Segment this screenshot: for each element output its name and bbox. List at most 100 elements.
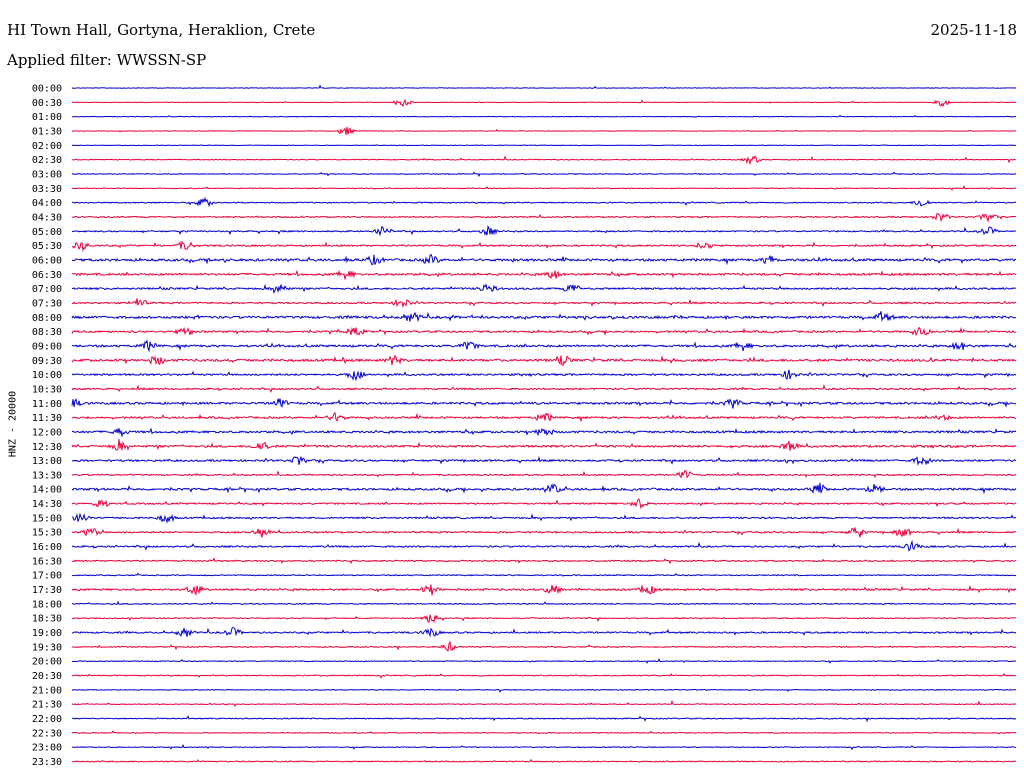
row-label: 17:30 (32, 585, 62, 596)
row-label: 08:30 (32, 327, 62, 338)
trace-line (71, 144, 1017, 147)
trace-line (71, 455, 1017, 467)
date-label: 2025-11-18 (930, 21, 1017, 39)
row-label: 03:00 (32, 169, 62, 180)
row-label: 09:00 (32, 341, 62, 352)
trace-line (71, 715, 1017, 723)
trace-line (71, 699, 1017, 708)
trace-line (71, 657, 1017, 664)
row-label: 17:00 (32, 571, 62, 582)
trace-line (71, 171, 1017, 178)
trace-line (71, 600, 1017, 606)
trace-line (71, 557, 1017, 565)
row-label: 00:00 (32, 84, 62, 95)
row-label: 22:30 (32, 728, 62, 739)
row-label: 07:00 (32, 284, 62, 295)
trace-line (71, 469, 1017, 479)
row-label: 02:00 (32, 141, 62, 152)
row-label: 12:30 (32, 442, 62, 453)
row-label: 02:30 (32, 155, 62, 166)
row-label: 14:00 (32, 485, 62, 496)
trace-line (71, 688, 1017, 693)
trace-line (71, 427, 1017, 438)
trace-line (71, 527, 1017, 538)
row-label: 15:00 (32, 513, 62, 524)
row-label: 03:30 (32, 184, 62, 195)
trace-line (71, 283, 1017, 294)
row-label: 08:00 (32, 313, 62, 324)
trace-line (71, 384, 1017, 393)
trace-line (71, 253, 1017, 266)
trace-line (71, 512, 1017, 524)
row-label: 01:30 (32, 126, 62, 137)
row-label: 18:00 (32, 599, 62, 610)
row-label: 05:30 (32, 241, 62, 252)
trace-line (71, 758, 1017, 763)
row-label: 18:30 (32, 614, 62, 625)
row-label: 10:30 (32, 384, 62, 395)
row-label: 16:00 (32, 542, 62, 553)
trace-line (71, 298, 1017, 309)
row-label: 05:00 (32, 227, 62, 238)
row-label: 06:30 (32, 270, 62, 281)
row-label: 23:00 (32, 743, 62, 754)
trace-line (71, 155, 1017, 166)
row-label: 13:30 (32, 470, 62, 481)
row-label: 14:30 (32, 499, 62, 510)
row-label: 10:00 (32, 370, 62, 381)
trace-line (71, 398, 1017, 409)
trace-line (71, 126, 1017, 135)
trace-line (71, 240, 1017, 252)
trace-line (71, 369, 1017, 382)
trace-line (71, 326, 1017, 337)
row-label: 09:30 (32, 356, 62, 367)
filter-label: Applied filter: WWSSN-SP (7, 51, 207, 69)
row-label: 06:00 (32, 255, 62, 266)
row-label: 01:00 (32, 112, 62, 123)
trace-line (71, 224, 1017, 237)
trace-line (71, 482, 1017, 495)
trace-line (71, 539, 1017, 552)
row-label: 20:30 (32, 671, 62, 682)
trace-line (71, 196, 1017, 208)
row-label: 15:30 (32, 528, 62, 539)
trace-line (71, 640, 1017, 652)
trace-line (71, 269, 1017, 280)
row-label: 04:00 (32, 198, 62, 209)
trace-line (71, 584, 1017, 596)
row-label: 04:30 (32, 212, 62, 223)
trace-line (71, 411, 1017, 423)
trace-line (71, 354, 1017, 366)
row-label: 21:00 (32, 685, 62, 696)
row-label: 19:30 (32, 642, 62, 653)
station-title: HI Town Hall, Gortyna, Heraklion, Crete (7, 21, 316, 39)
row-label: 16:30 (32, 556, 62, 567)
trace-line (71, 438, 1017, 452)
row-label: 11:30 (32, 413, 62, 424)
row-label: 19:00 (32, 628, 62, 639)
row-label: 23:30 (32, 757, 62, 768)
trace-line (71, 311, 1017, 323)
trace-line (71, 626, 1017, 638)
row-label: 00:30 (32, 98, 62, 109)
trace-line (71, 743, 1017, 751)
trace-line (71, 98, 1017, 108)
row-label: 11:00 (32, 399, 62, 410)
trace-line (71, 672, 1017, 679)
row-label: 07:30 (32, 298, 62, 309)
trace-line (71, 114, 1017, 118)
row-label: 12:00 (32, 427, 62, 438)
trace-line (71, 339, 1017, 353)
trace-line (71, 614, 1017, 624)
trace-line (71, 730, 1017, 735)
trace-line (71, 572, 1017, 577)
row-label: 20:00 (32, 657, 62, 668)
row-label: 21:30 (32, 700, 62, 711)
row-label: 13:00 (32, 456, 62, 467)
trace-line (71, 84, 1017, 89)
trace-line (71, 213, 1017, 223)
row-label: 22:00 (32, 714, 62, 725)
trace-line (71, 185, 1017, 191)
trace-line (71, 498, 1017, 510)
